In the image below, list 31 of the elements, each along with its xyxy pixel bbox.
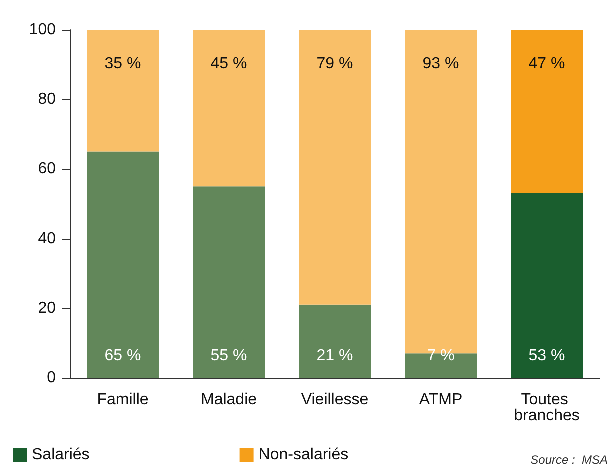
x-tick-label: Famille: [97, 392, 149, 408]
y-tick-label: 80: [38, 91, 56, 108]
bar: [193, 30, 265, 187]
x-tick-label: Maladie: [200, 392, 258, 408]
bar: [193, 186, 265, 378]
data-label: 79 %: [316, 56, 354, 72]
y-tick-label: 100: [29, 22, 56, 38]
data-label: 55 %: [210, 348, 248, 364]
bar: [299, 30, 371, 305]
data-label: 45 %: [210, 56, 248, 72]
x-tick-label: Vieillesse: [301, 392, 369, 408]
y-tick-label: 20: [38, 300, 56, 317]
bar: [299, 304, 371, 378]
x-tick-label: ATMP: [419, 392, 463, 408]
bar: [511, 194, 583, 378]
y-tick-label: 60: [38, 160, 56, 178]
legend-label: Non-salariés: [258, 446, 349, 464]
legend-label: Salariés: [32, 446, 90, 464]
bar: [511, 30, 583, 194]
data-label: 93 %: [422, 56, 460, 72]
data-label: 53 %: [528, 348, 566, 364]
data-label: 47 %: [528, 56, 566, 72]
data-label: 35 %: [104, 56, 142, 72]
data-label: 21 %: [316, 348, 354, 364]
source-note: Source : MSA: [530, 453, 608, 467]
y-tick-label: 40: [38, 230, 56, 248]
bar: [87, 152, 159, 378]
data-label: 65 %: [104, 348, 142, 364]
x-tick-label: Toutes branches: [514, 392, 580, 424]
bar: [87, 30, 159, 152]
y-tick-label: 0: [47, 370, 56, 386]
